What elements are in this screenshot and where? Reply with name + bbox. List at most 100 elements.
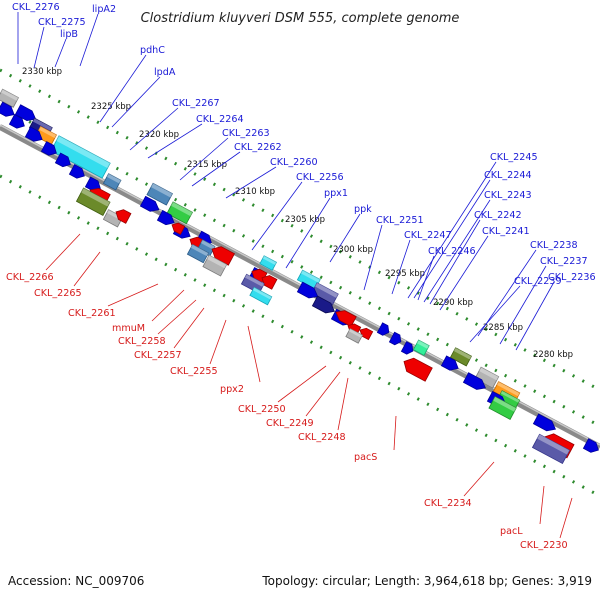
gene-arrow-plus [68,164,85,179]
gene-block-body [240,273,265,294]
gene-block [0,88,20,108]
scale-tick-label: 2315 kbp [187,160,227,170]
gene-label-plus: CKL_2264 [196,114,244,125]
scale-tick-label: 2330 kbp [22,67,62,77]
gene-block [166,201,194,225]
gene-arrow-body [388,331,402,346]
gene-arrow-body [582,438,599,453]
gene-block [488,396,517,420]
gene-block-shine [500,390,520,403]
gene-arrow-plus [40,141,57,156]
label-leader-minus [247,325,261,383]
gene-label-minus: CKL_2250 [238,404,286,415]
gene-label-plus: pdhC [140,45,165,56]
gene-block-body [259,255,278,271]
gene-arrow-body [211,246,236,266]
gene-block-shine [252,287,272,300]
gene-label-minus: CKL_2266 [6,272,54,283]
gene-block [75,187,111,216]
gene-arrow-body [311,295,335,314]
label-leader-minus [107,283,159,307]
label-leader-minus [157,299,197,335]
gene-label-minus: CKL_2265 [34,288,82,299]
gene-block-shine [479,367,499,381]
gene-label-plus: CKL_2245 [490,152,538,163]
scale-tick-label: 2325 kbp [91,102,131,112]
gene-labels: CKL_2276 CKL_2275 lipA2 lipB pdhC lpdA CKL_226… [6,2,596,551]
gene-arrow-plus [376,322,390,336]
label-leader-plus [285,197,331,269]
gene-label-plus: CKL_2246 [428,246,476,257]
gene-label-plus: lpdA [154,67,176,78]
gene-block-body [202,254,228,277]
label-leader-minus [559,497,573,539]
gene-arrow-plus [532,413,556,432]
scale-tick-label: 2310 kbp [235,187,275,197]
gene-arrow-plus [296,281,319,299]
gene-label-plus: CKL_2239 [514,276,562,287]
scale-tick-label: 2300 kbp [333,245,373,255]
gene-arrow-plus [14,104,37,121]
label-leader-minus [73,251,101,287]
gene-block [102,173,122,191]
gene-block-shine [453,347,472,360]
gene-block-body [449,347,473,367]
gene-block-shine [348,328,363,338]
gene-label-minus: CKL_2234 [424,498,472,509]
label-leader-plus [79,13,99,67]
gene-block [146,182,174,206]
gene-block-shine [262,255,277,265]
gene-arrow-minus [115,209,132,224]
gene-arrow-plus [0,101,15,117]
gene-arrow-body [171,222,186,235]
label-leader-plus [413,179,491,299]
label-leader-plus [515,281,555,351]
gene-label-plus: CKL_2275 [38,17,86,28]
label-leader-plus [54,38,67,68]
gene-block-body [531,433,571,465]
label-leader-minus [173,307,205,349]
gene-label-plus: ppx1 [324,188,348,199]
gene-arrow-body [359,327,374,341]
gene-block-body [102,209,124,228]
gene-block [186,243,210,264]
gene-block-shine [493,396,517,412]
gene-label-plus: CKL_2256 [296,172,344,183]
gene-arrow-body [8,114,25,129]
gene-block [202,254,228,277]
gene-block-shine [106,173,121,184]
gene-arrow-body [115,209,132,224]
gene-block-shine [38,126,57,139]
gene-label-minus: CKL_2249 [266,418,314,429]
gene-label-plus: CKL_2276 [12,2,60,13]
gene-block [249,286,273,306]
gene-arrow-body [400,341,414,355]
gene-label-plus: CKL_2237 [540,256,588,267]
gene-block-body [146,182,174,206]
gene-block [50,135,111,179]
gene-arrow-body [68,164,85,179]
gene-label-minus: CKL_2258 [118,336,166,347]
label-leader-minus [277,365,327,403]
gene-label-plus: CKL_2244 [484,170,532,181]
gene-arrow-plus [156,209,175,226]
gene-arrow-minus [261,275,278,290]
gene-block-body [166,201,194,225]
gene-block [449,347,473,367]
gene-arrow-plus [582,438,599,453]
scale-tick-label: 2285 kbp [483,323,523,333]
label-leader-minus [539,485,545,525]
gene-block-body [50,135,111,179]
gene-block-shine [171,201,193,217]
gene-block-body [102,173,122,191]
gene-block [531,433,571,465]
gene-arrow-body [403,357,433,382]
gene-arrow-body [261,275,278,290]
label-leader-plus [33,26,45,69]
label-leader-plus [147,123,203,159]
gene-label-minus: ppx2 [220,384,244,395]
genome-summary-text: Topology: circular; Length: 3,964,618 bp… [261,574,592,588]
gene-arrow-minus [171,222,186,235]
map-title: Clostridium kluyveri DSM 555, complete g… [141,11,460,26]
gene-block-body [488,396,517,420]
